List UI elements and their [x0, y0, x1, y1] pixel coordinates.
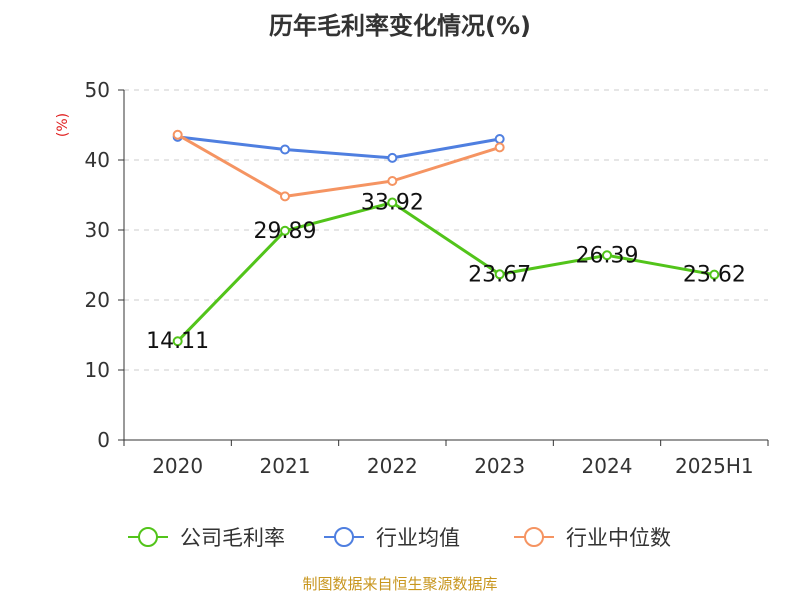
series-line	[177, 135, 500, 160]
data-label: 23.67	[468, 262, 531, 287]
data-label: 14.11	[146, 329, 209, 354]
legend-marker	[524, 527, 544, 547]
legend-label: 公司毛利率	[180, 526, 285, 550]
data-point	[172, 336, 183, 347]
data-point	[280, 191, 290, 202]
data-point	[494, 142, 505, 153]
data-point	[387, 152, 398, 163]
series-line	[176, 201, 715, 343]
legend: 公司毛利率 行业均值 行业中位数	[128, 526, 671, 550]
data-point	[172, 129, 183, 140]
x-tick-label: 2025H1	[675, 454, 754, 478]
data-point	[709, 269, 720, 280]
series-layer	[172, 129, 720, 347]
data-label: 33.92	[361, 191, 424, 216]
y-tick-label: 40	[85, 148, 110, 172]
y-tick-label: 10	[85, 358, 110, 382]
axes: 0 10 20 30 40 50 2020 2021 2022 2023 2024 2025H1	[85, 78, 769, 478]
data-point	[280, 225, 290, 236]
data-labels: 14.11 29.89 33.92 23.67 26.39 23.62	[146, 191, 746, 355]
y-tick-label: 20	[85, 288, 110, 312]
x-tick-label: 2023	[474, 454, 525, 478]
y-tick-label: 30	[85, 218, 110, 242]
legend-marker	[334, 527, 354, 547]
legend-label: 行业中位数	[566, 526, 671, 550]
y-tick-label: 50	[85, 78, 110, 102]
grid-lines	[124, 89, 768, 371]
legend-marker	[138, 527, 158, 547]
x-tick-label: 2022	[367, 454, 418, 478]
data-point	[494, 134, 505, 144]
x-tick-label: 2024	[582, 454, 633, 478]
y-axis-unit: (%)	[55, 113, 71, 137]
data-point	[387, 197, 398, 208]
source-note: 制图数据来自恒生聚源数据库	[302, 575, 497, 593]
x-tick-label: 2020	[152, 454, 203, 478]
data-point	[280, 144, 290, 155]
series-line	[176, 133, 501, 198]
legend-label: 行业均值	[376, 526, 460, 550]
data-point	[494, 269, 505, 280]
data-label: 29.89	[254, 219, 317, 244]
chart-title: 历年毛利率变化情况(%)	[269, 12, 531, 40]
data-point	[387, 176, 398, 186]
data-point	[602, 250, 612, 261]
x-tick-label: 2021	[260, 454, 311, 478]
data-label: 23.62	[683, 263, 746, 288]
y-tick-label: 0	[97, 428, 110, 452]
data-label: 26.39	[576, 243, 639, 268]
